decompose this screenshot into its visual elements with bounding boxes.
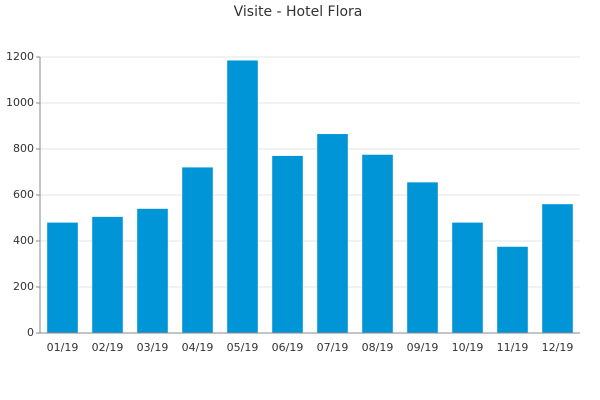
bar [272, 155, 303, 333]
y-tick-label: 1200 [6, 50, 34, 63]
y-tick-label: 400 [13, 234, 34, 247]
y-tick-label: 200 [13, 280, 34, 293]
x-tick-label: 08/19 [362, 341, 394, 354]
bar [47, 222, 78, 333]
y-tick-label: 800 [13, 142, 34, 155]
bar [317, 134, 348, 333]
x-tick-label: 07/19 [317, 341, 349, 354]
bar [542, 204, 573, 333]
x-tick-label: 12/19 [542, 341, 574, 354]
bar [407, 182, 438, 333]
bar [452, 222, 483, 333]
bar [182, 167, 213, 333]
bar [497, 246, 528, 333]
x-tick-label: 01/19 [47, 341, 79, 354]
bar [92, 216, 123, 333]
y-tick-label: 600 [13, 188, 34, 201]
x-tick-label: 04/19 [182, 341, 214, 354]
x-tick-label: 06/19 [272, 341, 304, 354]
bar [227, 60, 258, 333]
x-tick-label: 09/19 [407, 341, 439, 354]
chart-title: Visite - Hotel Flora [234, 4, 363, 20]
y-tick-label: 1000 [6, 96, 34, 109]
x-tick-label: 11/19 [497, 341, 529, 354]
x-tick-label: 02/19 [92, 341, 124, 354]
bar [362, 154, 393, 333]
y-tick-label: 0 [27, 326, 34, 339]
bar [137, 208, 168, 333]
x-tick-label: 10/19 [452, 341, 484, 354]
x-tick-label: 03/19 [137, 341, 169, 354]
x-tick-label: 05/19 [227, 341, 259, 354]
